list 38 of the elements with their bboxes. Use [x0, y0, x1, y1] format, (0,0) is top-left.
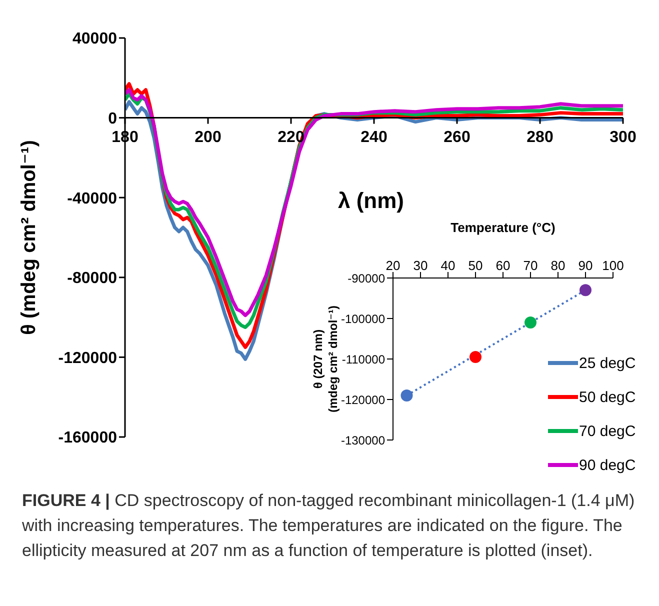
legend-label: 70 degC — [579, 422, 636, 440]
y-tick-label: -160000 — [58, 430, 118, 447]
x-tick-label: 50 — [468, 258, 483, 273]
x-tick-label: 260 — [444, 128, 470, 146]
x-tick-label: 80 — [550, 258, 566, 273]
x-axis-title: Temperature (°C) — [450, 220, 556, 236]
y-axis-title: θ (207 nm) (mdeg cm² dmol⁻¹) — [311, 306, 340, 412]
x-tick-label: 20 — [386, 258, 400, 273]
x-tick-label: 300 — [610, 128, 636, 146]
x-tick-label: 280 — [526, 128, 554, 146]
y-tick-label: 0 — [108, 110, 118, 128]
y-tick-label: -130000 — [340, 433, 386, 448]
legend-label: 90 degC — [579, 456, 636, 474]
x-tick-label: 60 — [496, 258, 510, 273]
x-tick-label: 90 — [578, 258, 593, 273]
x-tick-label: 100 — [602, 258, 624, 273]
y-tick-label: -80000 — [67, 270, 118, 288]
y-tick-label: -90000 — [348, 271, 386, 286]
x-tick-label: 40 — [440, 258, 456, 273]
y-tick-label: -110000 — [342, 352, 386, 366]
point — [400, 389, 413, 402]
x-axis-title: λ (nm) — [338, 188, 404, 214]
caption: FIGURE 4 | CD spectroscopy of non-tagged recombinant minicollagen-1 (1.4 μM) with increasing temperatures. The temperatures are indicated on the figure. The ellipticity measured at 207 nm as a function of temperature is plotted (inset). — [22, 490, 636, 562]
legend-label: 50 degC — [579, 388, 636, 406]
y-axis-title: θ (mdeg cm² dmol⁻¹) — [18, 140, 40, 335]
y-tick-label: -100000 — [340, 312, 386, 326]
x-tick-label: 240 — [360, 128, 388, 146]
y-tick-label: 40000 — [72, 30, 118, 48]
x-tick-label: 30 — [413, 258, 428, 273]
point — [524, 316, 536, 329]
legend-label: 25 degC — [579, 354, 636, 372]
point — [580, 284, 592, 296]
y-tick-label: -40000 — [67, 190, 118, 208]
x-tick-label: 200 — [194, 128, 222, 146]
point — [470, 350, 482, 363]
y-tick-label: -120000 — [58, 350, 118, 367]
x-tick-label: 70 — [523, 258, 538, 273]
y-tick-label: -120000 — [340, 392, 386, 407]
